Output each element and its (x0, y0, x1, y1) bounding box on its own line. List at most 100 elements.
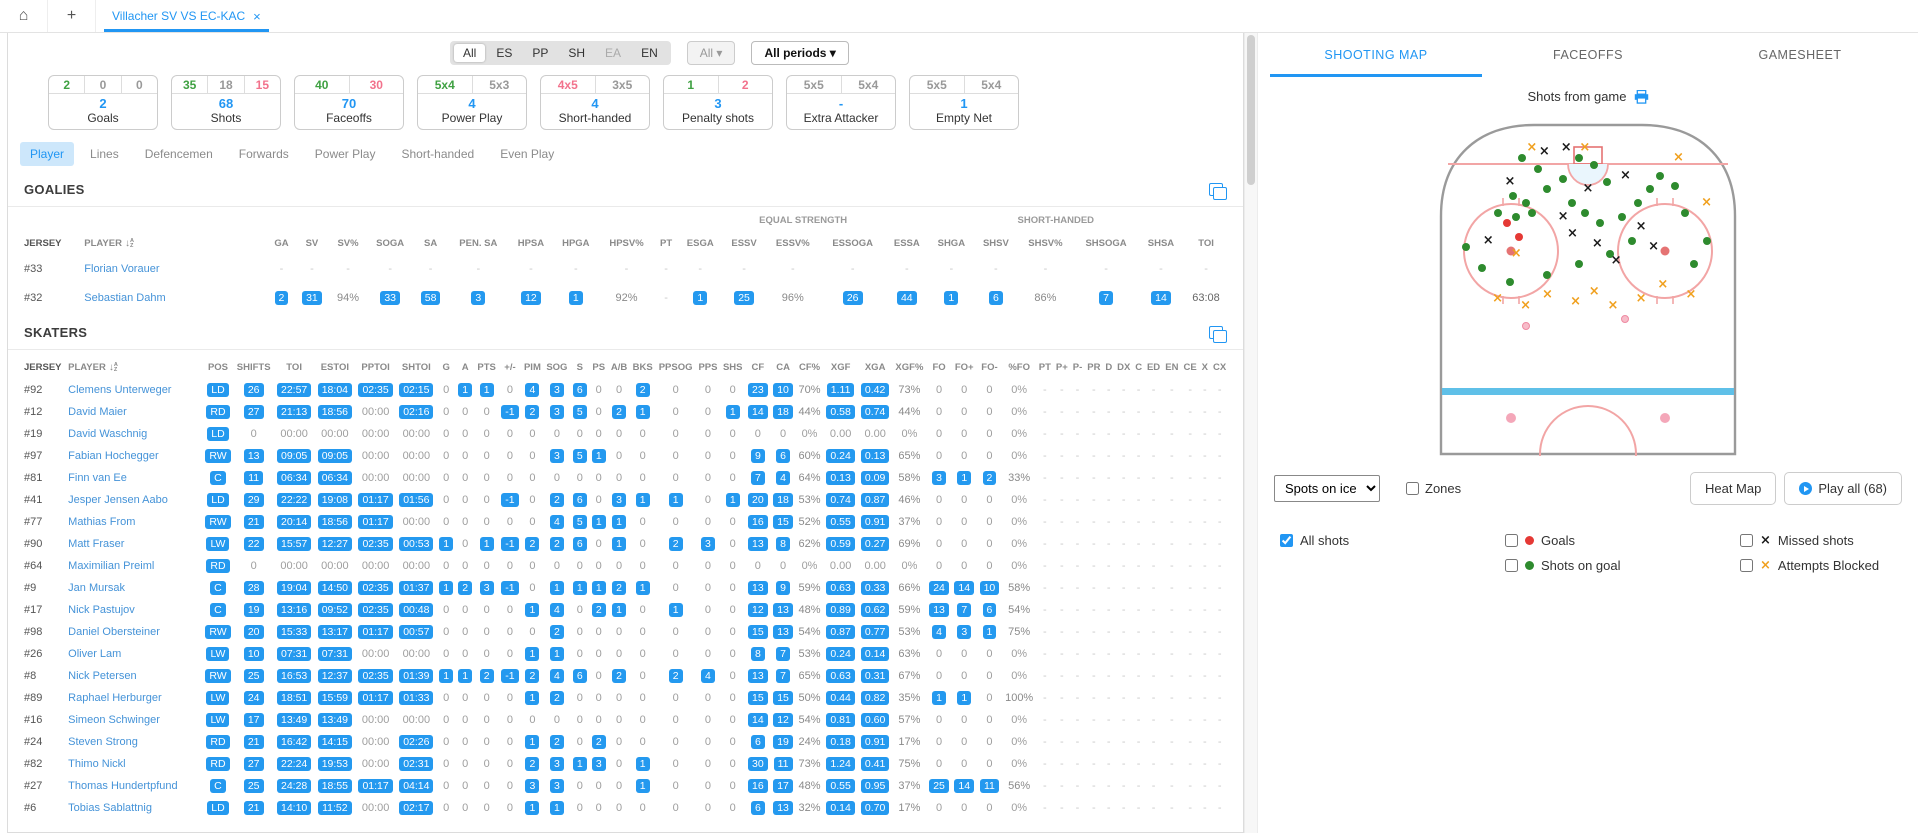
player-name-link[interactable]: Nick Petersen (68, 670, 137, 682)
play-all-button[interactable]: Play all (68) (1784, 472, 1902, 505)
stat-cell: - (1106, 758, 1111, 770)
missed-shot-marker: × (1538, 143, 1550, 159)
stat-cell: 4 (521, 379, 543, 401)
close-icon[interactable]: × (253, 8, 261, 24)
stat-cell: - (664, 263, 668, 275)
shot-on-goal-marker (1527, 209, 1536, 218)
view-tab-player[interactable]: Player (20, 142, 75, 166)
stat-cell: 0 (595, 780, 602, 792)
player-name-link[interactable]: Florian Vorauer (84, 263, 160, 275)
goals-checkbox-input[interactable] (1505, 534, 1518, 547)
stat-cell: 35% (898, 692, 921, 704)
stat-cell: 14 (952, 577, 977, 599)
sort-icon[interactable]: ↓ A Z (108, 361, 118, 373)
strength-option-ea[interactable]: EA (596, 44, 630, 62)
player-header[interactable]: PLAYER ↓ A Z (84, 237, 134, 249)
player-name-link[interactable]: David Waschnig (68, 428, 148, 440)
stat-cell: 22 (234, 533, 274, 555)
new-tab-button[interactable]: + (48, 0, 96, 32)
stat-cell: - (1060, 736, 1064, 748)
stat-cell: 94% (337, 292, 360, 304)
blocked-checkbox-input[interactable] (1740, 559, 1753, 572)
player-name-link[interactable]: Daniel Obersteiner (68, 626, 160, 638)
player-header[interactable]: PLAYER ↓ A Z (68, 361, 118, 373)
summary-label: Empty Net (935, 111, 992, 125)
stat-cell: 00:00 (402, 648, 431, 660)
strength-option-all[interactable]: All (454, 44, 486, 62)
heat-map-button[interactable]: Heat Map (1689, 472, 1777, 505)
view-tab-short-handed[interactable]: Short-handed (401, 147, 475, 161)
player-name-link[interactable]: Oliver Lam (68, 648, 122, 660)
player-name-link[interactable]: Mathias From (68, 516, 136, 528)
sog-checkbox-input[interactable] (1505, 559, 1518, 572)
missed-checkbox-input[interactable] (1740, 534, 1753, 547)
player-name-link[interactable]: Thimo Nickl (68, 758, 126, 770)
stat-cell: 4 (544, 511, 571, 533)
player-name-link[interactable]: Clemens Unterweger (68, 384, 172, 396)
scrollbar-thumb[interactable] (1247, 35, 1255, 185)
missed-shots-checkbox[interactable]: × Missed shots (1740, 533, 1906, 548)
player-name-link[interactable]: Jan Mursak (68, 582, 126, 594)
zones-checkbox-input[interactable] (1406, 482, 1419, 495)
skaters-title: SKATERS (24, 325, 88, 340)
notes-icon[interactable] (1209, 325, 1227, 343)
goals-checkbox[interactable]: Goals (1505, 533, 1740, 548)
player-name-link[interactable]: Maximilian Preiml (68, 560, 155, 572)
stat-cell: 22:22 (274, 489, 315, 511)
view-tab-power-play[interactable]: Power Play (314, 147, 376, 161)
vertical-scrollbar[interactable] (1244, 33, 1258, 833)
stat-cell: 0 (462, 406, 469, 418)
strength-option-sh[interactable]: SH (559, 44, 594, 62)
player-name-link[interactable]: Simeon Schwinger (68, 714, 160, 726)
player-name-link[interactable]: Sebastian Dahm (84, 292, 166, 304)
stat-cell: 02:16 (396, 401, 437, 423)
stat-cell: - (1151, 428, 1156, 440)
player-name-link[interactable]: Raphael Herburger (68, 692, 162, 704)
zones-checkbox[interactable]: Zones (1406, 481, 1461, 496)
view-tab-defencemen[interactable]: Defencemen (144, 147, 213, 161)
notes-icon[interactable] (1209, 182, 1227, 200)
player-name-link[interactable]: Tobias Sablattnig (68, 802, 152, 814)
printer-icon[interactable] (1634, 89, 1649, 104)
stat-cell: 4 (544, 665, 571, 687)
stat-cell: 0.91 (858, 511, 893, 533)
player-name-link[interactable]: Steven Strong (68, 736, 138, 748)
right-tab-shooting-map[interactable]: SHOOTING MAP (1270, 33, 1482, 77)
spots-select[interactable]: Spots on ice (1274, 475, 1380, 502)
strength-option-en[interactable]: EN (632, 44, 667, 62)
stat-cell: 0.33 (858, 577, 893, 599)
player-name-link[interactable]: Thomas Hundertpfund (68, 780, 178, 792)
home-icon[interactable]: ⌂ (0, 0, 48, 32)
player-name-link[interactable]: Finn van Ee (68, 472, 127, 484)
player-name-link[interactable]: Matt Fraser (68, 538, 125, 550)
view-tab-lines[interactable]: Lines (90, 147, 119, 161)
stat-cell: 6 (974, 283, 1017, 313)
strength-option-pp[interactable]: PP (523, 44, 557, 62)
all-shots-checkbox[interactable]: All shots (1280, 533, 1505, 548)
right-tab-gamesheet[interactable]: GAMESHEET (1758, 48, 1842, 62)
stat-cell: 7 (770, 643, 795, 665)
shots-on-goal-checkbox[interactable]: Shots on goal (1505, 558, 1740, 573)
player-name-link[interactable]: Nick Pastujov (68, 604, 135, 616)
game-tab[interactable]: Villacher SV VS EC-KAC × (96, 0, 277, 32)
sort-icon[interactable]: ↓ A Z (124, 237, 134, 249)
view-tab-forwards[interactable]: Forwards (238, 147, 289, 161)
team-dropdown[interactable]: All ▾ (686, 41, 736, 65)
stat-cell: - (1202, 582, 1207, 594)
strength-option-es[interactable]: ES (487, 44, 521, 62)
right-tab-faceoffs[interactable]: FACEOFFS (1553, 48, 1623, 62)
stat-cell: 0 (506, 450, 513, 462)
summary-cell: 2 (718, 76, 772, 94)
player-name-link[interactable]: Jesper Jensen Aabo (68, 494, 168, 506)
attempts-blocked-checkbox[interactable]: × Attempts Blocked (1740, 558, 1906, 573)
player-name-link[interactable]: David Maier (68, 406, 127, 418)
stat-cell: 0 (483, 648, 490, 660)
jersey-cell: #97 (24, 450, 43, 462)
period-dropdown[interactable]: All periods ▾ (751, 41, 849, 65)
stat-cell: LW (202, 709, 233, 731)
all-shots-checkbox-input[interactable] (1280, 534, 1293, 547)
stat-cell: 0 (529, 472, 536, 484)
view-tab-even-play[interactable]: Even Play (500, 147, 555, 161)
player-name-link[interactable]: Fabian Hochegger (68, 450, 159, 462)
stat-cell: - (1136, 472, 1141, 484)
